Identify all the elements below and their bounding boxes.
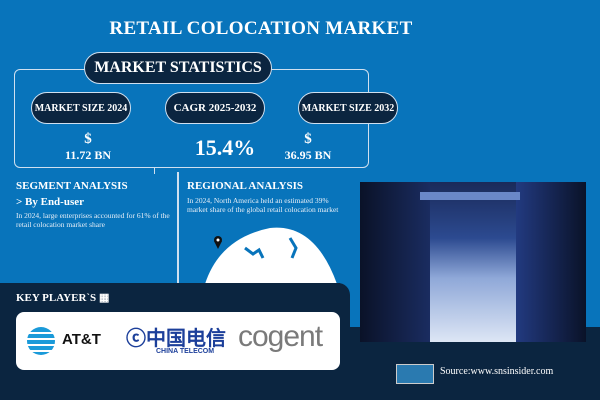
market-size-2024-label: MARKET SIZE 2024	[31, 92, 131, 124]
china-telecom-logo: ⓒ中国电信	[126, 322, 226, 351]
page-title: RETAIL COLOCATION MARKET	[109, 18, 413, 39]
key-players-label: KEY PLAYER`S	[16, 292, 97, 304]
market-statistics-heading: MARKET STATISTICS	[84, 52, 272, 84]
segment-sub: > By End-user	[16, 196, 85, 208]
location-pin-icon	[214, 236, 222, 249]
building-icon: ▦	[98, 292, 110, 304]
cagr-label: CAGR 2025-2032	[165, 92, 265, 124]
regional-heading: REGIONAL ANALYSIS	[187, 180, 304, 192]
currency-2024: $	[84, 131, 92, 147]
key-players-logos: AT&T ⓒ中国电信 CHINA TELECOM cogent	[16, 312, 340, 370]
currency-2032: $	[304, 131, 312, 147]
att-logo: AT&T	[62, 331, 101, 348]
segment-heading: SEGMENT ANALYSIS	[16, 180, 128, 192]
sns-insider-logo	[396, 364, 434, 384]
segment-text: In 2024, large enterprises accounted for…	[16, 211, 170, 229]
market-size-2032-value: 36.95 BN	[284, 148, 332, 162]
regional-analysis: REGIONAL ANALYSIS In 2024, North America…	[187, 180, 347, 214]
china-telecom-text: CHINA TELECOM	[156, 348, 215, 355]
att-globe-icon	[27, 327, 55, 355]
china-telecom-symbol-icon: ⓒ	[126, 326, 146, 350]
market-size-2032-label: MARKET SIZE 2032	[298, 92, 398, 124]
cogent-logo: cogent	[238, 320, 323, 353]
regional-text: In 2024, North America held an estimated…	[187, 196, 339, 214]
china-telecom-chinese: 中国电信	[146, 326, 226, 350]
divider	[154, 168, 155, 174]
divider	[177, 172, 179, 284]
world-map-icon	[205, 227, 337, 284]
segment-analysis: SEGMENT ANALYSIS > By End-user In 2024, …	[16, 180, 171, 229]
market-size-2024-value: 11.72 BN	[64, 148, 111, 162]
cagr-value: 15.4%	[194, 135, 256, 160]
source-text: Source:www.snsinsider.com	[440, 366, 554, 377]
data-center-photo	[360, 182, 586, 342]
key-players-heading: KEY PLAYER`S ▦	[16, 291, 109, 304]
